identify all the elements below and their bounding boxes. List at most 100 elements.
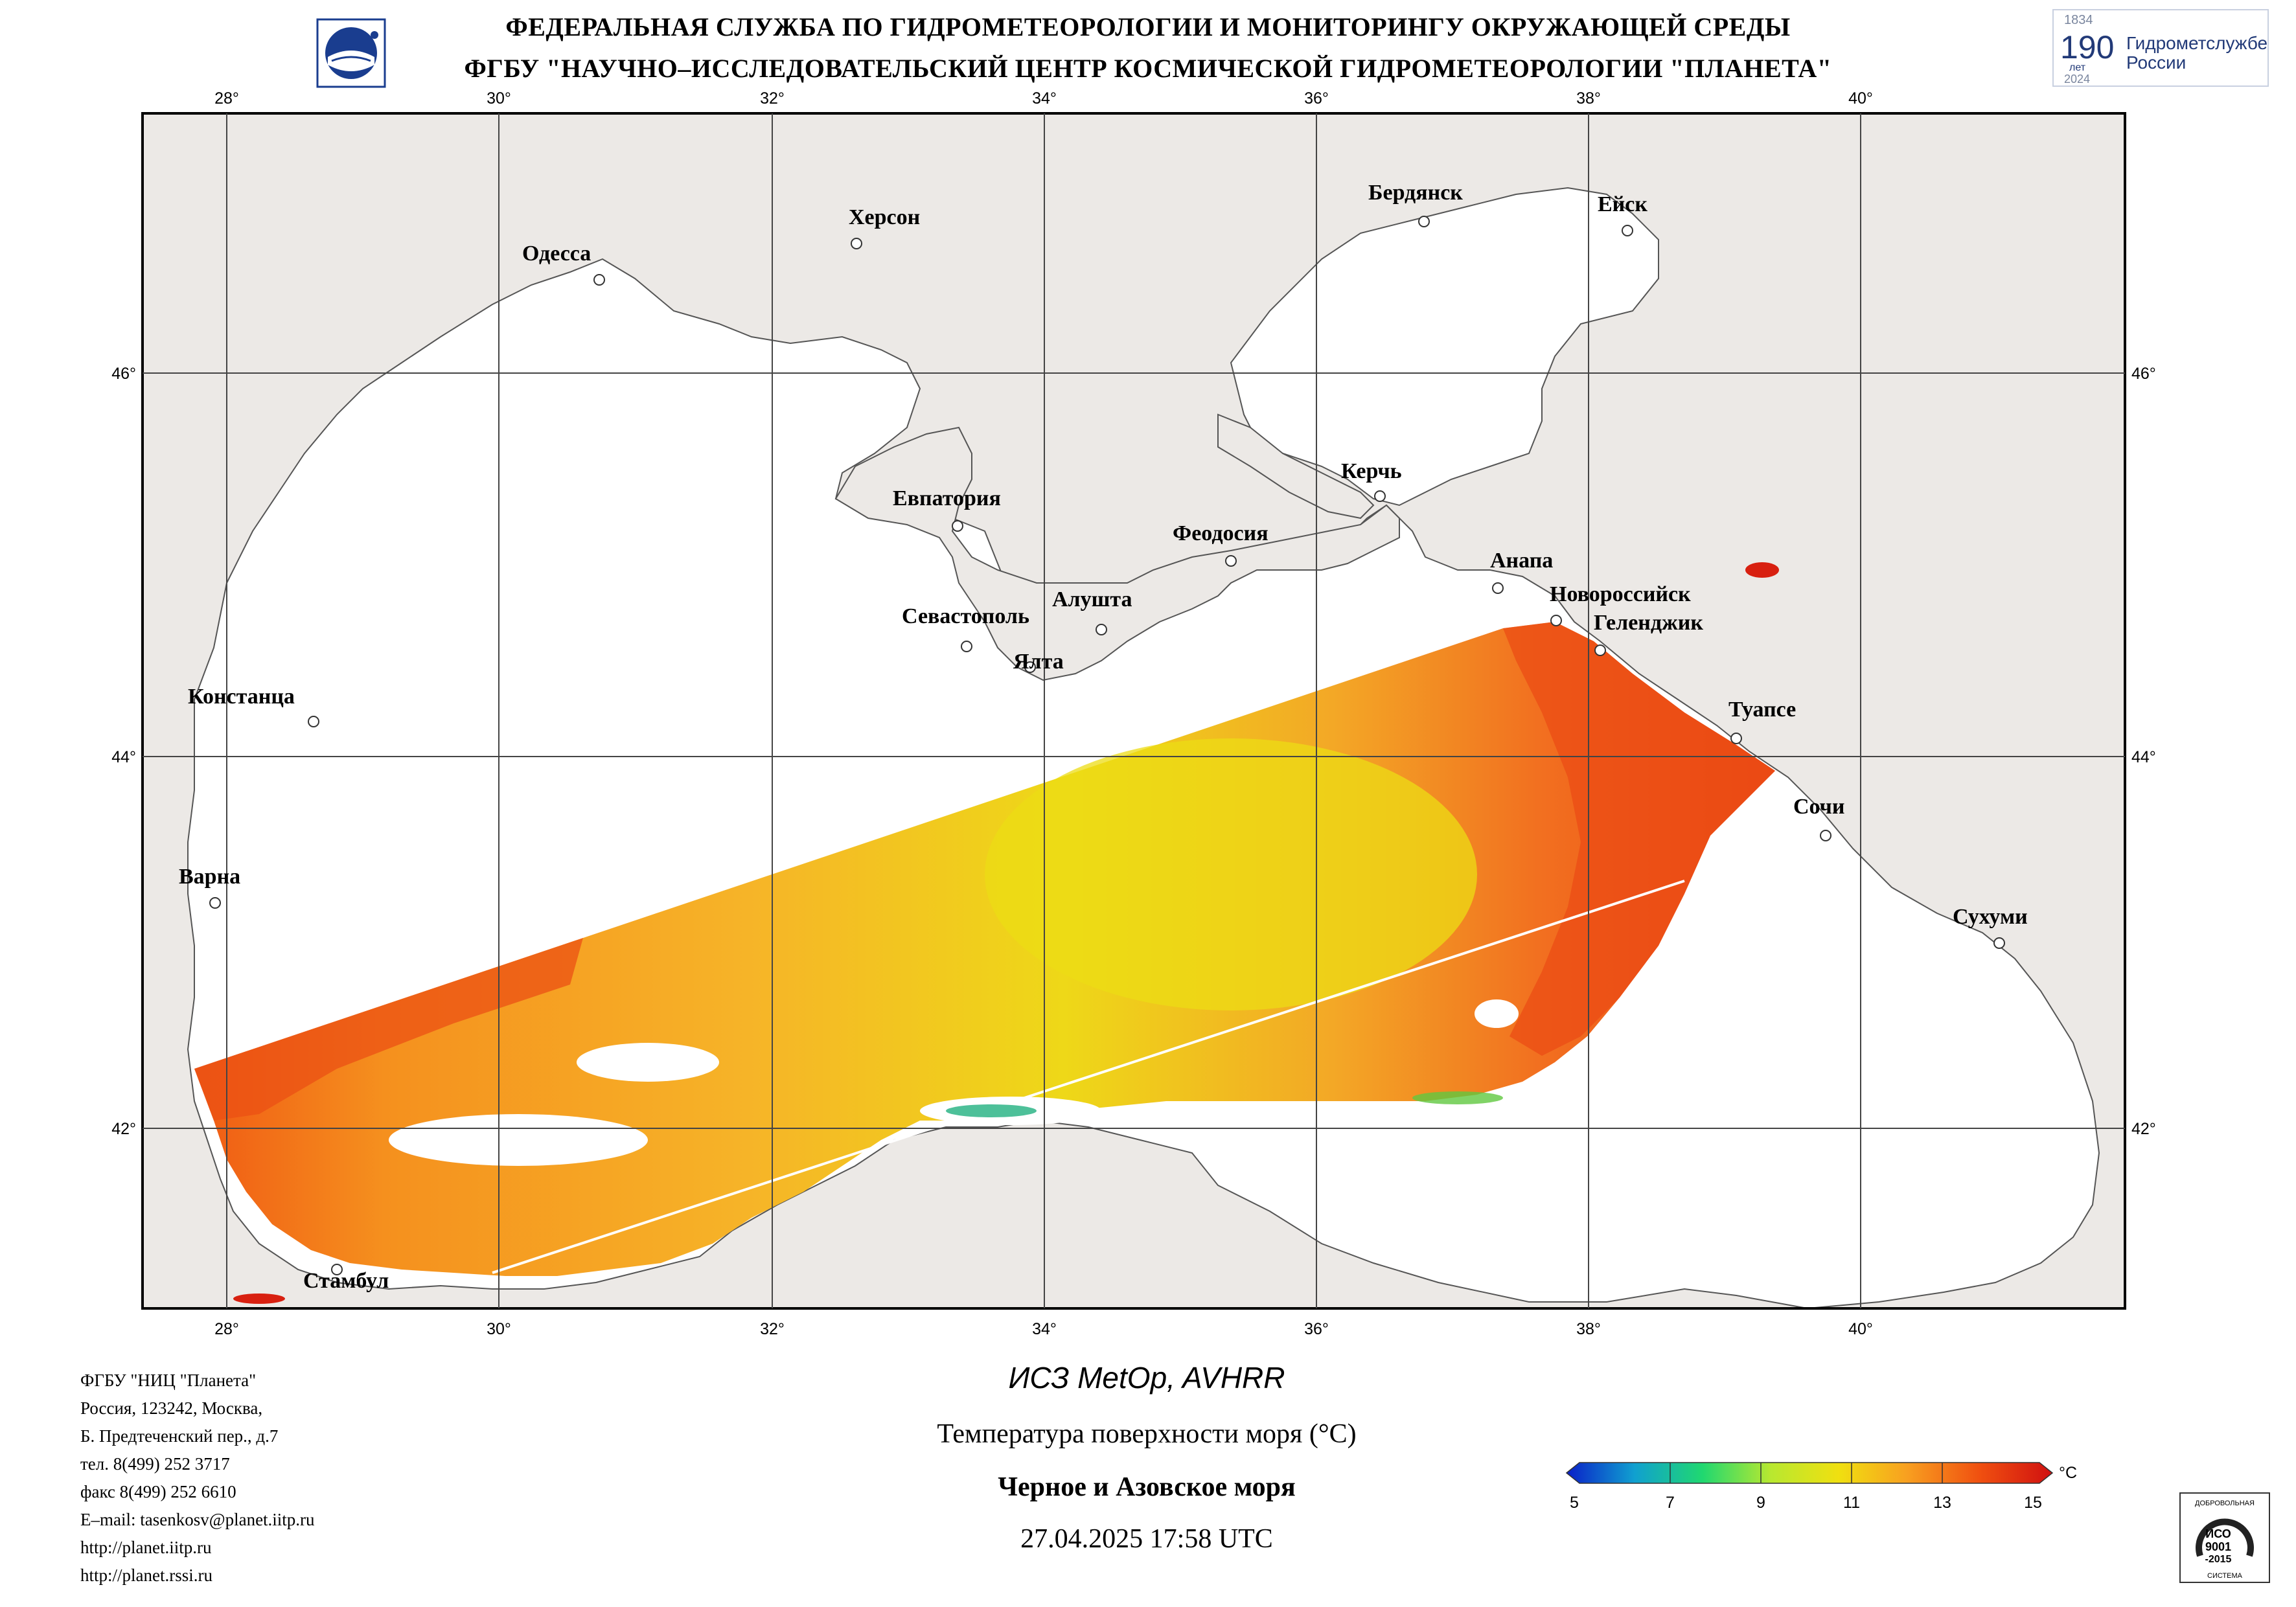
colorbar-tick: 7 (1666, 1494, 1675, 1512)
lon-tick: 32° (760, 1320, 785, 1338)
city-label-istanbul: Стамбул (303, 1269, 389, 1293)
sst-warm-patch (1745, 562, 1779, 578)
graticule (143, 113, 2125, 1308)
logo-year-end: 2024 (2064, 73, 2091, 85)
address-line: ФГБУ "НИЦ "Планета" (80, 1371, 257, 1390)
lat-ticks-left: 46° 44° 42° (111, 365, 136, 1138)
iso-year: -2015 (2205, 1554, 2232, 1565)
sst-map: 28° 30° 32° 34° 36° 38° 40° 28° 30° 32° … (111, 89, 2156, 1338)
cloud-gap (577, 1043, 719, 1082)
caption-parameter: Температура поверхности моря (°C) (937, 1419, 1357, 1449)
lat-tick: 46° (2131, 365, 2156, 383)
city-label-kerch: Керчь (1341, 459, 1402, 483)
city-label-alushta: Алушта (1052, 587, 1132, 611)
lat-tick: 44° (2131, 748, 2156, 766)
city-label-feodosia: Феодосия (1173, 521, 1269, 545)
scan-gap-line (492, 880, 1685, 1274)
lon-tick: 32° (760, 89, 785, 108)
caption-datetime: 27.04.2025 17:58 UTC (1020, 1524, 1273, 1554)
sst-cool-pixels (1412, 1091, 1503, 1104)
city-labels: Одесса Херсон Бердянск Ейск Евпатория Ке… (179, 181, 2028, 1293)
city-label-berdyansk: Бердянск (1368, 181, 1463, 205)
lon-tick: 34° (1032, 1320, 1057, 1338)
city-label-tuapse: Туапсе (1728, 698, 1796, 722)
iso-text: ИСО (2205, 1527, 2231, 1540)
logo-year-start: 1834 (2064, 13, 2093, 27)
address-url: http://planet.iitp.ru (80, 1538, 212, 1557)
city-label-varna: Варна (179, 865, 240, 889)
logo-text-line2: России (2126, 52, 2187, 73)
logo-text-line1: Гидрометслужбе (2126, 33, 2268, 53)
sst-cool-pixels (946, 1104, 1037, 1117)
lon-tick: 34° (1032, 89, 1057, 108)
city-label-odesa: Одесса (522, 242, 591, 266)
colorbar-tick: 13 (1933, 1494, 1951, 1512)
lon-tick: 28° (214, 89, 239, 108)
lon-tick: 36° (1304, 1320, 1329, 1338)
city-label-sochi: Сочи (1793, 795, 1844, 819)
lon-ticks-top: 28° 30° 32° 34° 36° 38° 40° (214, 89, 1873, 108)
address-email: E–mail: tasenkosv@planet.iitp.ru (80, 1510, 315, 1529)
lon-tick: 28° (214, 1320, 239, 1338)
city-label-sevastopol: Севастополь (902, 604, 1029, 628)
address-block: ФГБУ "НИЦ "Планета" Россия, 123242, Моск… (80, 1367, 315, 1590)
caption-satellite: ИСЗ MetOp, AVHRR (1008, 1361, 1285, 1395)
lon-tick: 30° (487, 89, 511, 108)
lon-tick: 40° (1848, 89, 1873, 108)
iso-certification-badge: ДОБРОВОЛЬНАЯ ИСО 9001 -2015 СИСТЕМА (2179, 1492, 2270, 1583)
map-frame (141, 112, 2126, 1310)
city-label-novorossiysk: Новороссийск (1550, 582, 1691, 606)
colorbar: 5 7 9 11 13 15 °C (1565, 1462, 2077, 1512)
lat-tick: 42° (111, 1120, 136, 1138)
city-label-yalta: Ялта (1013, 650, 1064, 674)
colorbar-tick: 11 (1843, 1494, 1860, 1512)
city-label-yevpatoria: Евпатория (893, 486, 1001, 510)
lat-tick: 46° (111, 365, 136, 383)
planeta-logo-icon (316, 18, 386, 88)
colorbar-unit: °C (2059, 1464, 2077, 1482)
lat-tick: 42° (2131, 1120, 2156, 1138)
hydromet-190-logo: 1834 190 лет 2024 Гидрометслужбе России (2052, 9, 2269, 87)
logo-years-word: лет (2069, 62, 2086, 73)
cloud-gap (389, 1114, 648, 1166)
colorbar-tick: 15 (2024, 1494, 2042, 1512)
lat-tick: 44° (111, 748, 136, 766)
header-title-line2: ФГБУ "НАУЧНО–ИССЛЕДОВАТЕЛЬСКИЙ ЦЕНТР КОС… (464, 54, 1832, 83)
iso-bottom-text: СИСТЕМА (2207, 1572, 2243, 1580)
lon-tick: 36° (1304, 89, 1329, 108)
city-label-constanta: Констанца (188, 685, 295, 709)
caption-region: Черное и Азовское моря (998, 1472, 1296, 1502)
cloud-gap (1475, 999, 1519, 1028)
lon-ticks-bottom: 28° 30° 32° 34° 36° 38° 40° (214, 1320, 1873, 1338)
lon-tick: 30° (487, 1320, 511, 1338)
sst-cool-core (985, 738, 1477, 1010)
logo-number: 190 (2060, 29, 2115, 65)
address-phone: тел. 8(499) 252 3717 (80, 1454, 230, 1474)
lon-tick: 40° (1848, 1320, 1873, 1338)
lon-tick: 38° (1576, 89, 1601, 108)
city-label-anapa: Анапа (1490, 549, 1553, 573)
sea-of-azov (1230, 187, 1659, 507)
colorbar-ticks: 5 7 9 11 13 15 (1570, 1494, 2042, 1512)
colorbar-dividers (1670, 1463, 1943, 1483)
colorbar-tick: 9 (1756, 1494, 1765, 1512)
address-line: Б. Предтеченский пер., д.7 (80, 1426, 279, 1446)
sst-warm-east (1503, 622, 1775, 1056)
logo-text: Гидрометслужбе России (2126, 34, 2267, 73)
lat-ticks-right: 46° 44° 42° (2131, 365, 2156, 1138)
city-label-kherson: Херсон (849, 205, 920, 229)
colorbar-bar (1565, 1462, 2054, 1484)
header-title-line1: ФЕДЕРАЛЬНАЯ СЛУЖБА ПО ГИДРОМЕТЕОРОЛОГИИ … (505, 12, 1791, 41)
iso-number: 9001 (2205, 1540, 2231, 1553)
city-label-gelendzhik: Геленджик (1594, 611, 1703, 635)
city-markers (209, 216, 2005, 1275)
sst-warm-edge (194, 938, 583, 1121)
sst-warm-patch (233, 1294, 285, 1304)
address-line: Россия, 123242, Москва, (80, 1398, 263, 1418)
colorbar-tick: 5 (1570, 1494, 1579, 1512)
address-fax: факс 8(499) 252 6610 (80, 1482, 236, 1501)
city-label-sukhumi: Сухуми (1953, 905, 2028, 929)
address-url: http://planet.rssi.ru (80, 1566, 212, 1585)
lon-tick: 38° (1576, 1320, 1601, 1338)
arabat-spit (1217, 413, 1375, 519)
